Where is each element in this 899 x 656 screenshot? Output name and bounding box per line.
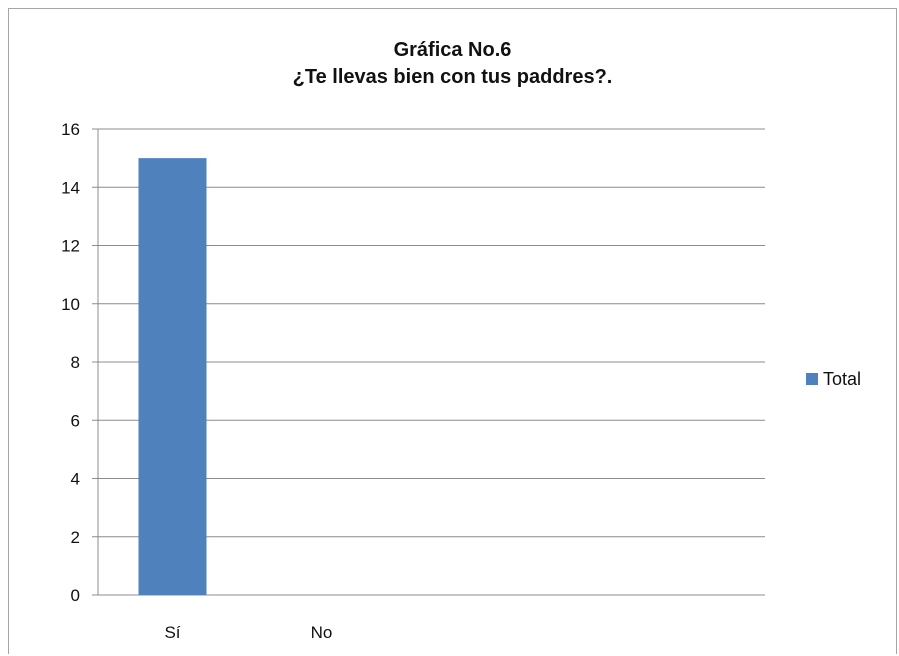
bars xyxy=(138,158,207,595)
y-tick-label: 12 xyxy=(61,237,80,256)
y-tick-label: 14 xyxy=(61,178,80,197)
y-tick-label: 8 xyxy=(71,353,80,372)
legend-label: Total xyxy=(823,369,861,389)
y-tick-label: 10 xyxy=(61,295,80,314)
x-axis-ticks: Sí No xyxy=(164,623,332,642)
y-tick-label: 4 xyxy=(71,470,80,489)
y-tick-label: 6 xyxy=(71,411,80,430)
legend: Total xyxy=(806,369,861,389)
y-tick-label: 2 xyxy=(71,528,80,547)
x-tick-label: No xyxy=(311,623,333,642)
legend-swatch xyxy=(806,373,818,385)
bar xyxy=(138,158,207,595)
chart-title-block: Gráfica No.6 ¿Te llevas bien con tus pad… xyxy=(9,37,896,91)
y-tick-label: 0 xyxy=(71,586,80,605)
chart-title: Gráfica No.6 xyxy=(393,39,512,61)
y-tick-label: 16 xyxy=(61,120,80,139)
x-tick-label: Sí xyxy=(164,623,180,642)
y-axis-ticks: 0 2 4 6 8 10 12 14 16 xyxy=(61,120,80,605)
chart-subtitle: ¿Te llevas bien con tus paddres?. xyxy=(292,66,613,88)
